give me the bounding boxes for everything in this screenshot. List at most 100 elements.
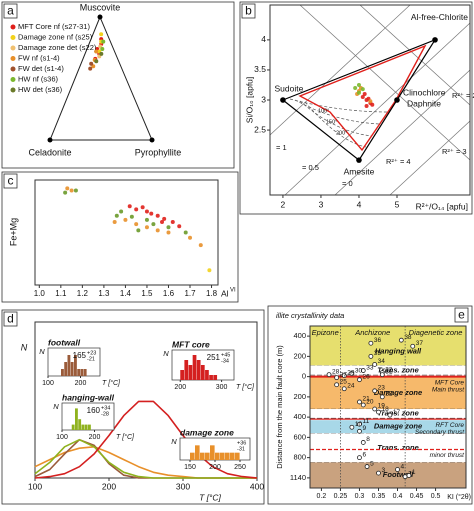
- inset-stat-minus: -31: [237, 446, 245, 452]
- data-point: [119, 209, 124, 214]
- histogram-bar: [71, 424, 75, 430]
- data-point: [360, 87, 365, 92]
- sample-label: 21: [362, 396, 370, 403]
- data-point: [198, 243, 203, 248]
- histogram-bar: [210, 445, 215, 460]
- legend-marker: [10, 77, 16, 82]
- ternary-frame: [49, 15, 153, 141]
- data-point: [73, 188, 78, 193]
- inset-stat: 160: [87, 406, 101, 415]
- panel-letter: b: [245, 4, 252, 18]
- legend-label: FW nf (s1-4): [18, 53, 60, 62]
- vertex-label: Pyrophyllite: [135, 147, 182, 157]
- x-tick-label: 0.5: [431, 493, 441, 500]
- data-point: [356, 90, 361, 95]
- sample-point: [372, 388, 378, 394]
- fault-sublabel: Main thrust: [432, 386, 465, 393]
- sample-label: 26: [362, 373, 370, 380]
- sample-point: [379, 394, 385, 400]
- inset-stat-minus: -21: [87, 356, 95, 362]
- data-point: [65, 186, 70, 191]
- y-tick-label: 200: [293, 351, 306, 360]
- panel-letter-box: [3, 3, 18, 19]
- inset-x-tick-label: 200: [75, 380, 87, 387]
- y-tick-label: 3.5: [254, 64, 266, 74]
- data-point: [100, 46, 105, 51]
- y-tick-label: 400: [293, 331, 306, 340]
- data-point: [134, 222, 139, 227]
- histogram-bar: [205, 452, 210, 460]
- histogram-bar: [80, 369, 84, 376]
- histogram-bar: [192, 355, 197, 380]
- zone-label: Trans. zone: [377, 409, 419, 418]
- data-point: [149, 211, 154, 216]
- y-axis-title: Distance from the main fault core (m): [275, 345, 284, 469]
- ternary-vertex: [47, 137, 53, 143]
- sample-point: [376, 409, 381, 415]
- reference-line: [359, 4, 471, 106]
- panel-title: illite crystallinity data: [276, 311, 344, 320]
- sample-point: [334, 382, 340, 388]
- fault-sublabel: Secondary thrust: [415, 429, 465, 436]
- sample-point: [402, 474, 408, 480]
- inset-x-label: T [°C]: [236, 383, 255, 391]
- panel-letter-box: [241, 3, 256, 19]
- y-tick-label: 1140: [290, 473, 306, 482]
- data-point: [160, 220, 165, 224]
- panel-letter-box: [3, 173, 18, 189]
- histogram-bar: [235, 452, 240, 460]
- zone-label: Damage zone: [374, 388, 422, 397]
- x-tick-label: 2: [281, 199, 286, 209]
- histogram-bar: [84, 424, 88, 430]
- annotation: = 0.5: [302, 163, 319, 172]
- sample-label: 1: [412, 469, 416, 476]
- zone-label: Trans. zone: [377, 443, 419, 452]
- x-axis-title-sup: VI: [230, 288, 236, 294]
- x-tick-label: 400: [250, 481, 264, 491]
- legend-marker: [10, 87, 16, 93]
- legend-label: FW det (s1-4): [18, 64, 64, 73]
- ternary-vertex: [149, 137, 155, 143]
- inset-title: MFT core: [172, 339, 210, 349]
- y-axis-title: Si/O₁₀ [apfu]: [244, 77, 254, 124]
- y-tick-label: 0: [302, 372, 306, 381]
- data-point: [134, 207, 139, 212]
- inset-x-tick-label: 150: [184, 464, 196, 471]
- zone-label: Damage zone: [374, 422, 422, 431]
- isotherms: [289, 98, 389, 148]
- sample-point: [334, 375, 340, 381]
- fault-label: minor thrust: [430, 452, 466, 459]
- plot-frame: [34, 179, 219, 286]
- legend-label: MFT Core nf (s27-31): [18, 22, 90, 31]
- annotation: = 1: [276, 143, 287, 152]
- x-tick-label: 5: [395, 199, 400, 209]
- sample-point: [372, 362, 378, 367]
- data-point: [144, 217, 149, 222]
- panel-frame: [1, 309, 265, 505]
- panel-letter: d: [7, 312, 14, 326]
- x-tick-label: 3: [319, 199, 324, 209]
- endmember-label: Clinochlore: [403, 87, 446, 97]
- x-tick-label: 0.2: [317, 493, 327, 500]
- data-point: [151, 222, 156, 227]
- x-tick-label: 1.2: [77, 289, 89, 298]
- reference-line: [299, 4, 471, 161]
- data-point: [360, 94, 365, 99]
- inset-y-label: N: [163, 349, 169, 358]
- legend-marker: [10, 45, 16, 51]
- x-axis-title: KI (°2θ): [447, 493, 471, 501]
- vertex-label: Celadonite: [28, 147, 71, 157]
- sample-label: 9: [362, 425, 366, 432]
- histogram-bar: [209, 375, 213, 380]
- inset-y-label: N: [171, 437, 177, 446]
- annotation: 150°: [326, 119, 337, 125]
- sample-label: 4: [401, 463, 405, 470]
- zone-band: [310, 420, 466, 434]
- sample-point: [364, 464, 370, 469]
- sample-label: 20: [366, 399, 374, 406]
- sample-label: 22: [385, 391, 393, 398]
- reference-line: [389, 120, 471, 196]
- inset-y-label: N: [53, 402, 59, 411]
- sample-point: [341, 386, 347, 392]
